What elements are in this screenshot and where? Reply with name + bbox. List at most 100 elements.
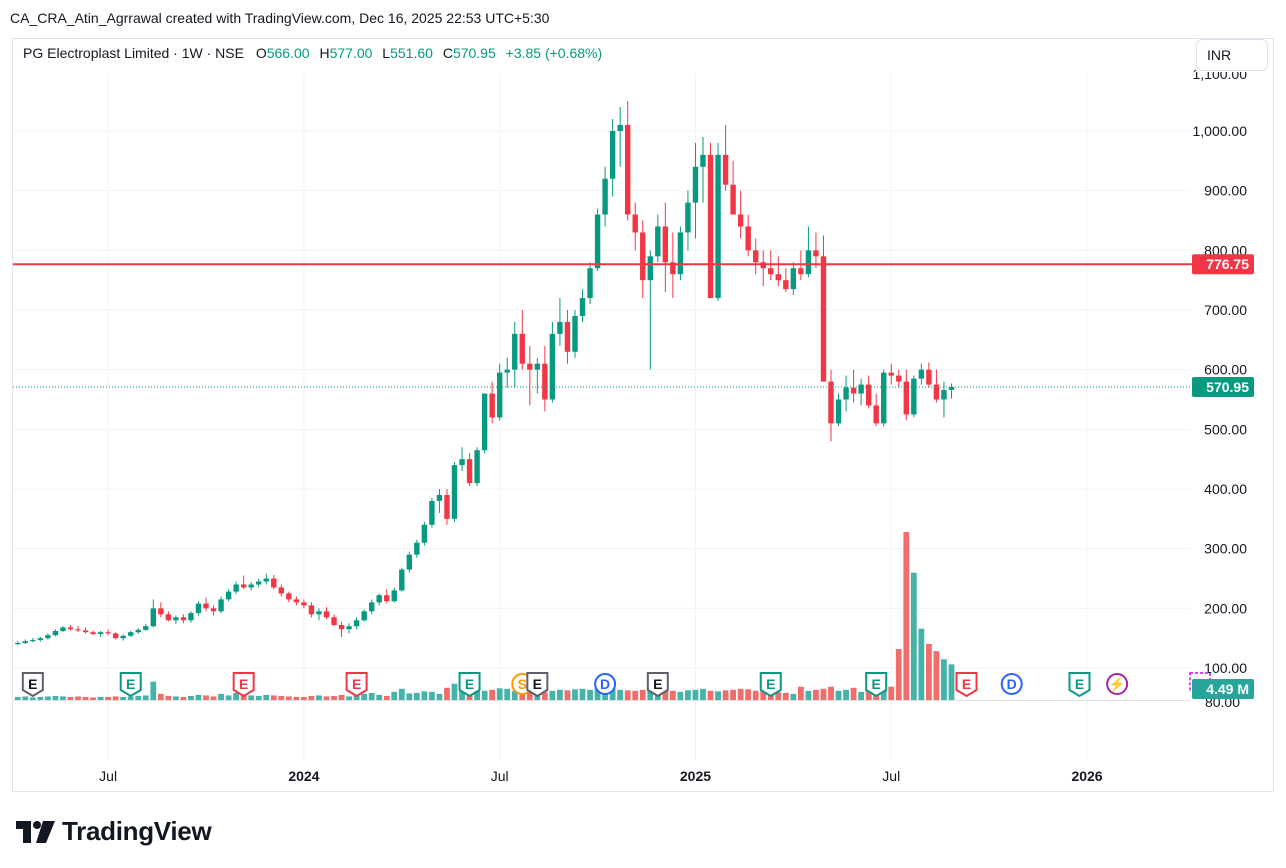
tradingview-logo-text: TradingView: [62, 816, 212, 846]
volume-bar: [843, 689, 849, 700]
volume-bar: [760, 691, 767, 700]
candle-body: [150, 608, 157, 627]
candle-body: [90, 632, 96, 634]
volume-bar: [865, 690, 872, 700]
y-tick-label: 700.00: [1204, 302, 1247, 318]
volume-bar: [429, 691, 435, 700]
x-tick-label: Jul: [882, 768, 900, 784]
candle-body: [534, 363, 541, 370]
open-label: O: [255, 45, 267, 61]
volume-bar: [398, 688, 405, 700]
volume-bar: [67, 696, 74, 700]
candle-body: [722, 154, 729, 185]
candle-body: [692, 166, 699, 203]
close-label: C: [442, 45, 453, 61]
volume-bar: [150, 681, 157, 700]
candle-body: [903, 381, 910, 415]
volume-bar: [44, 696, 51, 700]
volume-bar: [413, 692, 420, 700]
currency-button[interactable]: INR: [1196, 39, 1268, 71]
volume-bar: [436, 693, 443, 700]
volume-bar: [489, 689, 496, 700]
candle-body: [301, 602, 307, 606]
volume-bar: [609, 688, 616, 700]
candle-body: [512, 333, 518, 370]
tradingview-logo[interactable]: TradingView: [16, 816, 212, 847]
y-tick-label: 500.00: [1204, 421, 1247, 437]
volume-bar: [662, 689, 669, 700]
candle-body: [30, 639, 36, 642]
volume-bar: [594, 687, 601, 700]
candle-body: [331, 617, 337, 626]
candle-body: [941, 389, 947, 400]
event-marker-shape: [1068, 672, 1091, 698]
candle-body: [647, 256, 653, 281]
volume-bar: [624, 690, 631, 700]
candle-body: [52, 631, 59, 636]
volume-bar: [903, 532, 910, 700]
event-marker: D: [1000, 673, 1023, 695]
open-value: 566.00: [266, 45, 310, 61]
candle-body: [451, 465, 458, 519]
tradingview-logo-icon: [16, 820, 55, 843]
candle-body: [677, 232, 684, 275]
candle-body: [783, 280, 789, 290]
candle-body: [474, 450, 480, 484]
volume-bar: [248, 695, 255, 700]
candle-body: [414, 542, 420, 555]
volume-bar: [203, 695, 209, 700]
volume-bar: [737, 688, 744, 700]
volume-bar: [692, 689, 699, 700]
event-marker-shape: [865, 672, 888, 698]
candle-body: [406, 554, 413, 570]
candle-body: [263, 578, 269, 582]
volume-bar: [444, 687, 450, 700]
volume-bar: [790, 693, 797, 700]
candle-body: [135, 629, 141, 633]
volume-bar: [752, 690, 759, 700]
volume-bar: [331, 695, 337, 700]
candle-body: [850, 387, 857, 394]
candle-body: [790, 268, 797, 290]
candle-body: [45, 635, 51, 639]
event-marker-letter: E: [766, 676, 775, 692]
candle-body: [911, 378, 917, 415]
chart-caption: CA_CRA_Atin_Agrrawal created with Tradin…: [10, 10, 550, 26]
candle-body: [549, 333, 556, 400]
event-marker-letter: E: [872, 676, 881, 692]
event-marker-letter: E: [352, 676, 361, 692]
volume-bar: [188, 695, 194, 700]
candle-body: [180, 617, 187, 621]
candle-body: [225, 591, 232, 600]
y-tick-label: 200.00: [1204, 600, 1247, 616]
volume-bar: [120, 696, 127, 700]
volume-bar: [172, 696, 179, 700]
candle-body: [926, 369, 932, 385]
volume-bar: [722, 690, 729, 700]
event-marker: E: [1068, 672, 1091, 698]
candle-body: [60, 627, 66, 632]
high-value: 577.00: [329, 45, 373, 61]
volume-bar: [828, 686, 834, 700]
event-marker-letter: E: [962, 676, 971, 692]
volume-bar: [97, 696, 104, 700]
candle-body: [707, 154, 714, 299]
y-tick-label: 100.00: [1204, 660, 1247, 676]
x-tick-label: 2025: [680, 768, 711, 784]
event-marker-shape: [955, 672, 978, 698]
last-price-label: 570.95: [1206, 379, 1249, 395]
volume-bar: [895, 649, 902, 700]
event-marker-shape: [1106, 673, 1129, 695]
candle-body: [466, 459, 473, 484]
event-marker-shape: [345, 672, 368, 698]
candle-body: [873, 405, 879, 424]
candle-body: [15, 642, 21, 645]
candle-body: [429, 500, 435, 525]
candle-body: [353, 620, 360, 627]
volume-bar: [270, 695, 277, 700]
candle-body: [459, 459, 465, 466]
candlesticks: [15, 101, 955, 646]
candle-body: [391, 590, 397, 602]
volume-bar: [797, 686, 804, 700]
